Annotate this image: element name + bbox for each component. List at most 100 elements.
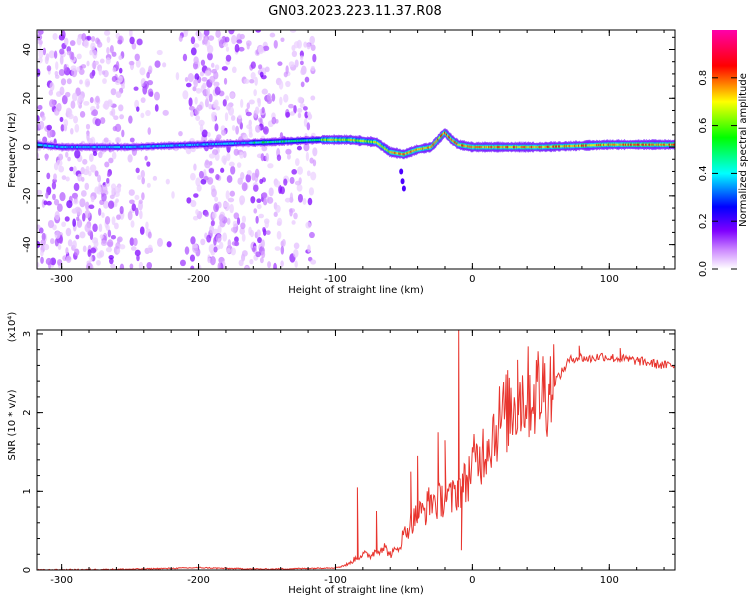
heatmap-cell — [226, 247, 231, 254]
heatmap-cell — [106, 172, 111, 178]
heatmap-cell — [48, 99, 56, 108]
heatmap-y-ticks: -40 -20 0 20 40 — [22, 36, 675, 270]
heatmap-cell — [45, 257, 52, 266]
heatmap-cell — [248, 99, 255, 105]
heatmap-cell — [100, 239, 108, 246]
heatmap-cell — [104, 215, 111, 225]
y-tick-label: 1 — [22, 488, 33, 494]
heatmap-cell — [146, 161, 151, 167]
heatmap-cell — [97, 174, 102, 183]
heatmap-cell — [135, 167, 140, 174]
heatmap-cell — [76, 216, 80, 221]
heatmap-cell — [262, 226, 266, 233]
heatmap-cell — [255, 124, 261, 133]
heatmap-cell — [224, 36, 230, 43]
heatmap-cell — [261, 239, 265, 248]
heatmap-cell — [110, 88, 117, 96]
heatmap-x-ticks: -300 -200 -100 0 100 — [50, 30, 665, 285]
heatmap-cell — [171, 191, 175, 199]
heatmap-cell — [277, 61, 283, 66]
heatmap-cell — [94, 118, 101, 127]
heatmap-cell — [57, 244, 62, 250]
heatmap-cell — [255, 215, 259, 224]
colorbar: 0.0 0.2 0.4 0.6 0.8 Normalized spectral ampl… — [698, 30, 749, 277]
heatmap-cell — [211, 211, 217, 219]
heatmap-cell — [83, 39, 89, 49]
heatmap-cell — [232, 220, 238, 228]
heatmap-cell — [297, 166, 303, 175]
heatmap-cell — [79, 231, 86, 239]
heatmap-cell — [99, 234, 104, 239]
heatmap-cell — [214, 123, 219, 132]
heatmap-cell — [240, 171, 245, 180]
heatmap-cell — [204, 210, 209, 217]
heatmap-cell — [55, 61, 59, 71]
heatmap-cell — [197, 31, 203, 41]
heatmap-cell — [261, 106, 265, 114]
heatmap-cell — [262, 45, 270, 52]
heatmap-cell — [233, 212, 240, 220]
heatmap-cell — [45, 192, 49, 199]
heatmap-cell — [204, 98, 209, 108]
heatmap-cell — [240, 222, 246, 230]
heatmap-cell — [259, 257, 264, 264]
x-tick-label: -300 — [50, 575, 73, 586]
heatmap-cell — [63, 63, 68, 72]
x-tick-label: -100 — [324, 575, 347, 586]
heatmap-cell — [201, 129, 208, 138]
heatmap-cell — [48, 50, 55, 59]
heatmap-cell — [226, 175, 233, 183]
heatmap-cell — [259, 71, 264, 78]
heatmap-cell — [261, 145, 268, 152]
heatmap-cell — [264, 220, 269, 229]
heatmap-cell — [288, 103, 294, 109]
heatmap-cell — [47, 219, 55, 229]
heatmap-cell — [107, 239, 114, 248]
heatmap-cell — [133, 86, 139, 91]
heatmap-cell — [293, 212, 298, 220]
heatmap-cell — [117, 75, 123, 83]
heatmap-cell — [190, 36, 196, 45]
y-tick-label: -40 — [22, 236, 33, 252]
heatmap-cell — [279, 132, 284, 139]
heatmap-cell — [42, 47, 47, 56]
heatmap-cell — [131, 203, 137, 212]
heatmap-cell — [190, 172, 196, 181]
heatmap-cell — [245, 265, 249, 269]
x-tick-label: 0 — [469, 575, 475, 586]
heatmap-cell — [108, 255, 114, 260]
heatmap-cell — [61, 221, 67, 228]
heatmap-cell — [98, 182, 102, 192]
heatmap-cell — [193, 163, 197, 171]
heatmap-cell — [193, 56, 199, 65]
heatmap-cell — [253, 89, 257, 97]
heatmap-cell — [41, 232, 46, 241]
heatmap-cell — [288, 61, 295, 68]
heatmap-cell — [215, 30, 221, 38]
heatmap-cell — [193, 78, 198, 88]
heatmap-cell — [229, 203, 234, 214]
heatmap-cell — [258, 213, 265, 219]
heatmap-cell — [206, 87, 211, 97]
heatmap-cell — [236, 162, 242, 168]
heatmap-cell — [64, 91, 71, 98]
heatmap-cell — [254, 168, 260, 178]
heatmap-cell — [52, 193, 56, 201]
heatmap-cell — [296, 145, 302, 151]
heatmap-cell — [101, 212, 105, 218]
heatmap-cell — [237, 177, 243, 185]
heatmap-cell — [312, 147, 318, 157]
heatmap-cell — [107, 100, 113, 107]
heatmap-cell — [265, 152, 269, 162]
heatmap-cell — [76, 36, 82, 46]
heatmap-cell — [96, 104, 100, 110]
heatmap-cell — [153, 91, 160, 101]
heatmap-cell — [222, 99, 227, 107]
heatmap-cell — [289, 208, 293, 217]
heatmap-cell — [80, 176, 85, 182]
heatmap-cell — [256, 229, 261, 238]
snr-panel: -300 -200 -100 0 100 0 1 2 3 Height of straight… — [7, 312, 676, 596]
heatmap-cell — [291, 50, 298, 58]
heatmap-cell — [93, 240, 99, 248]
heatmap-cell — [89, 72, 95, 79]
